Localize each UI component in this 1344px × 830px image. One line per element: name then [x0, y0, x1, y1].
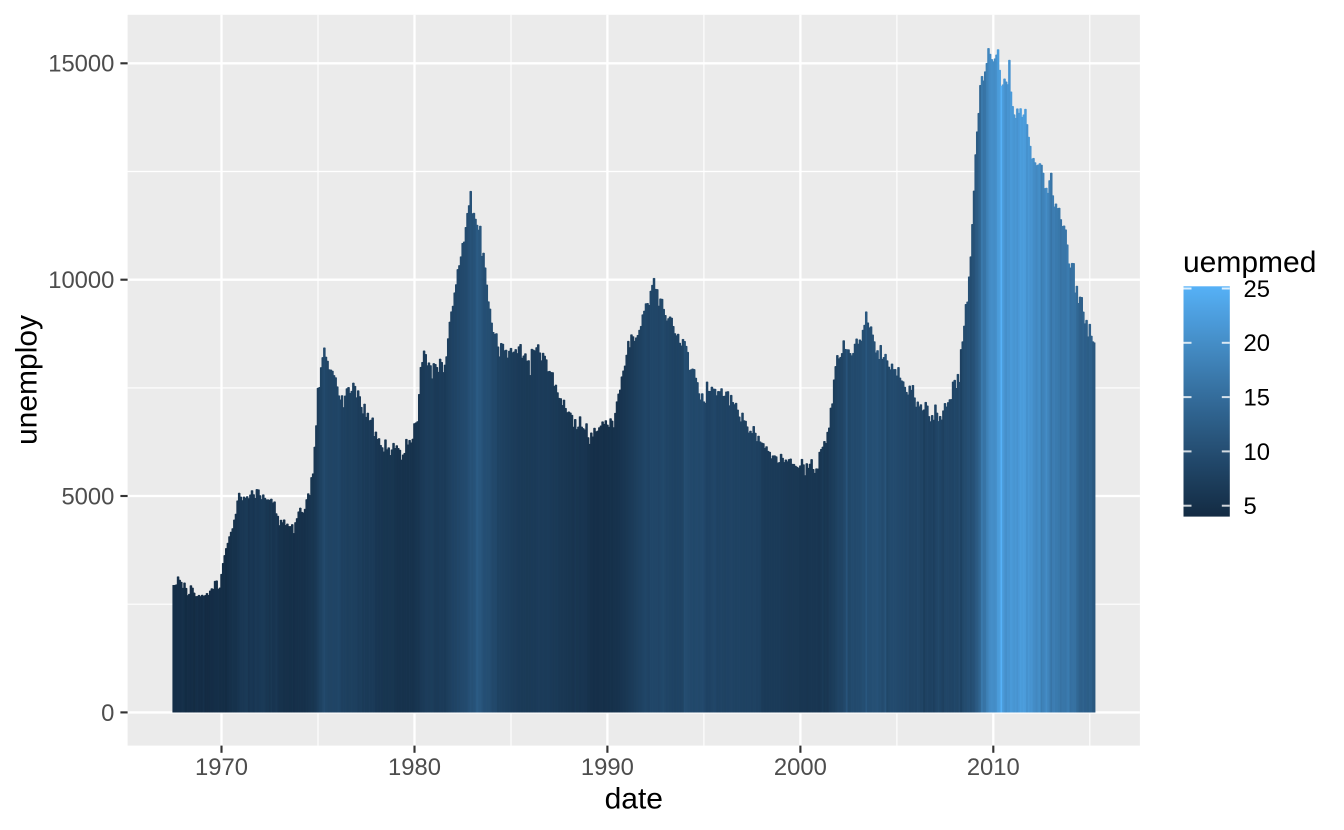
svg-text:0: 0 — [101, 700, 114, 727]
svg-text:unemploy: unemploy — [11, 315, 44, 445]
svg-text:uempmed: uempmed — [1183, 246, 1316, 279]
svg-text:1980: 1980 — [388, 754, 441, 781]
svg-text:15: 15 — [1244, 385, 1270, 412]
svg-text:5000: 5000 — [61, 483, 114, 510]
svg-text:5: 5 — [1244, 493, 1257, 520]
svg-text:15000: 15000 — [48, 51, 114, 78]
svg-text:2010: 2010 — [967, 754, 1020, 781]
svg-text:2000: 2000 — [774, 754, 827, 781]
svg-text:1970: 1970 — [195, 754, 248, 781]
svg-text:20: 20 — [1244, 330, 1270, 357]
svg-text:10: 10 — [1244, 439, 1270, 466]
svg-text:10000: 10000 — [48, 267, 114, 294]
svg-text:1990: 1990 — [581, 754, 634, 781]
svg-text:date: date — [605, 783, 663, 816]
svg-text:25: 25 — [1244, 276, 1270, 303]
